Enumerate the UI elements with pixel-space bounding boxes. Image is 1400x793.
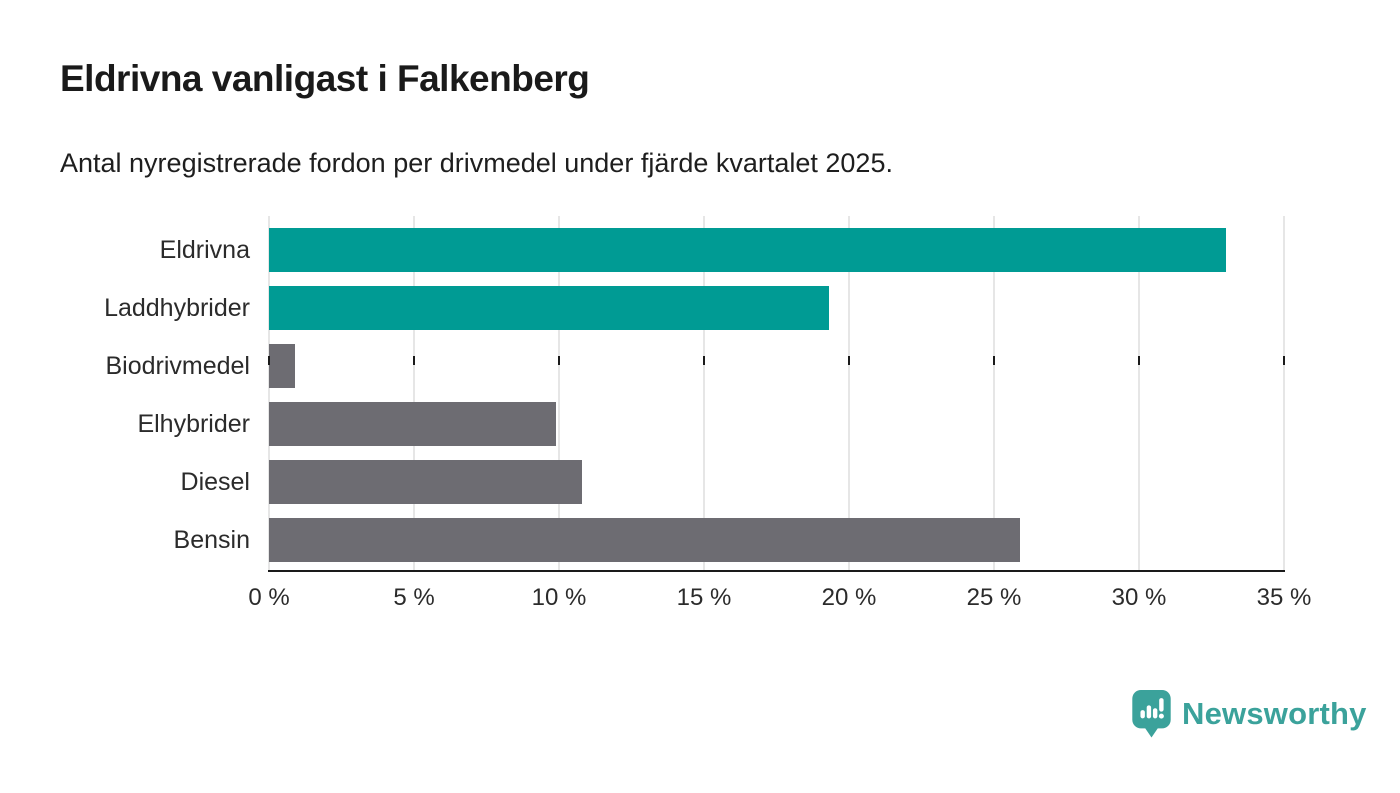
gridline-20 (848, 216, 850, 572)
gridline-25 (993, 216, 995, 572)
x-tick-label-0: 0 % (248, 584, 290, 611)
x-tick-label-25: 25 % (966, 584, 1022, 611)
x-tick-20 (848, 356, 850, 365)
chart-subtitle: Antal nyregistrerade fordon per drivmede… (60, 148, 893, 178)
category-label-biodrivmedel: Biodrivmedel (105, 352, 250, 380)
x-tick-25 (993, 356, 995, 365)
x-tick-label-5: 5 % (393, 584, 435, 611)
x-tick-0 (268, 356, 270, 365)
gridline-35 (1283, 216, 1285, 572)
x-tick-5 (413, 356, 415, 365)
x-tick-10 (558, 356, 560, 365)
gridline-15 (703, 216, 705, 572)
x-tick-label-10: 10 % (531, 584, 587, 611)
category-label-diesel: Diesel (180, 468, 250, 496)
x-tick-15 (703, 356, 705, 365)
bar-chart-plot-area (268, 216, 1285, 572)
bar-bensin (269, 518, 1021, 562)
gridline-10 (558, 216, 560, 572)
gridline-0 (268, 216, 270, 572)
gridline-30 (1138, 216, 1140, 572)
category-label-bensin: Bensin (173, 526, 250, 554)
bar-diesel (269, 460, 583, 504)
x-tick-30 (1138, 356, 1140, 365)
chart-title: Eldrivna vanligast i Falkenberg (60, 58, 590, 99)
x-tick-label-15: 15 % (676, 584, 732, 611)
newsworthy-logo-text: Newsworthy (1182, 696, 1367, 731)
bar-elhybrider (269, 402, 557, 446)
bar-laddhybrider (269, 286, 829, 330)
x-tick-label-30: 30 % (1111, 584, 1167, 611)
x-tick-label-20: 20 % (821, 584, 877, 611)
bar-eldrivna (269, 228, 1226, 272)
x-tick-35 (1283, 356, 1285, 365)
bar-biodrivmedel (269, 344, 296, 388)
category-label-elhybrider: Elhybrider (137, 410, 250, 438)
newsworthy-logo: Newsworthy (1132, 690, 1367, 738)
x-tick-label-35: 35 % (1256, 584, 1312, 611)
x-axis-line (268, 570, 1285, 572)
gridline-5 (413, 216, 415, 572)
category-label-laddhybrider: Laddhybrider (104, 294, 250, 322)
newsworthy-pin-icon (1132, 690, 1171, 738)
category-label-eldrivna: Eldrivna (159, 236, 250, 264)
